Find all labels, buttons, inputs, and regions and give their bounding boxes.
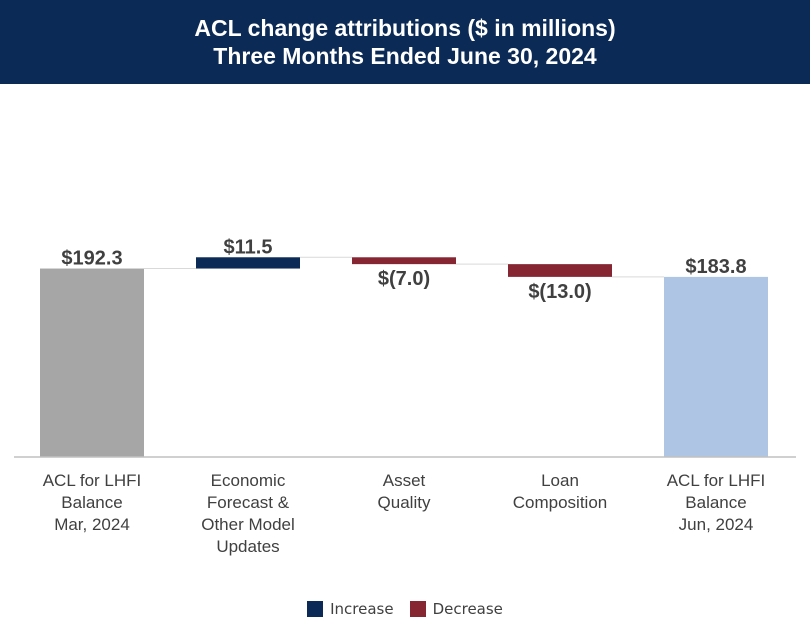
category-label-line: Forecast &: [206, 493, 290, 512]
bar-decrease: [508, 264, 612, 277]
bar-total: [664, 276, 768, 457]
waterfall-chart: $192.3 $11.5 $(7.0) $(13.0) $183.8: [14, 236, 796, 458]
data-label: $192.3: [61, 248, 122, 270]
category-label-line: Asset: [382, 471, 426, 490]
data-label: $(13.0): [528, 281, 591, 303]
bar-increase: [196, 257, 300, 269]
category-label-line: Balance: [685, 493, 747, 512]
category-label-line: Economic: [210, 471, 286, 490]
chart-subtitle: Three Months Ended June 30, 2024: [213, 43, 597, 69]
chart-title: ACL change attributions ($ in millions): [194, 15, 616, 41]
category-label: ACL for LHFI Balance Jun, 2024: [641, 470, 791, 536]
category-label-line: Mar, 2024: [54, 515, 130, 534]
chart-title-bar: ACL change attributions ($ in millions) …: [0, 0, 810, 84]
data-label: $183.8: [685, 256, 746, 278]
category-label-line: Balance: [61, 493, 123, 512]
category-label-line: Composition: [512, 493, 608, 512]
category-label: Loan Composition: [485, 470, 635, 514]
category-label-line: Loan: [541, 471, 579, 490]
legend-label-decrease: Decrease: [432, 600, 503, 618]
legend-label-increase: Increase: [330, 600, 394, 618]
category-label-line: ACL for LHFI: [666, 471, 766, 490]
category-label: Asset Quality: [329, 470, 479, 514]
bar-total: [40, 268, 144, 457]
category-label: ACL for LHFI Balance Mar, 2024: [17, 470, 167, 536]
legend-item-increase: Increase: [307, 600, 394, 618]
category-label-line: Quality: [377, 493, 431, 512]
category-label: Economic Forecast & Other Model Updates: [173, 470, 323, 558]
legend: Increase Decrease: [0, 600, 810, 618]
data-label: $11.5: [224, 236, 273, 258]
category-label-line: ACL for LHFI: [42, 471, 142, 490]
legend-swatch-decrease: [409, 601, 426, 617]
legend-item-decrease: Decrease: [409, 600, 503, 618]
data-label: $(7.0): [378, 268, 430, 290]
legend-swatch-increase: [307, 601, 324, 617]
category-label-line: Other Model: [201, 515, 295, 534]
category-label-line: Updates: [216, 537, 280, 556]
bar-decrease: [352, 257, 456, 265]
category-label-line: Jun, 2024: [678, 515, 754, 534]
